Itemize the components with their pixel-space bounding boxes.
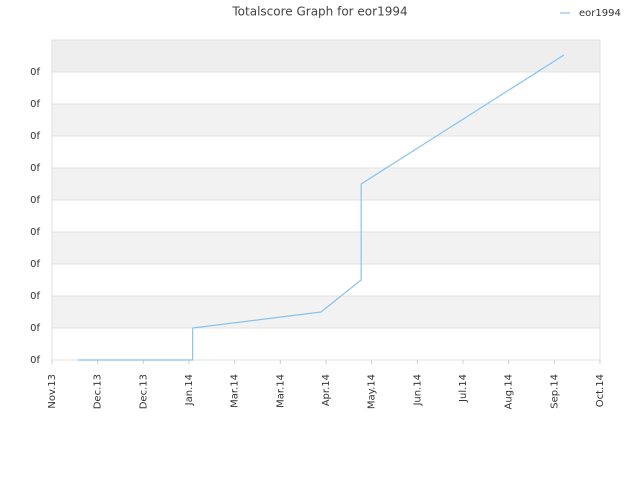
x-tick-label: Mar.14 bbox=[275, 374, 286, 408]
y-tick-label: 0f bbox=[30, 355, 40, 366]
x-tick-label: Jun.14 bbox=[412, 374, 423, 407]
x-tick-label: Mar.14 bbox=[230, 374, 241, 408]
x-tick-label: Aug.14 bbox=[504, 374, 515, 409]
x-tick-label: May.14 bbox=[367, 374, 378, 409]
plot-band bbox=[52, 168, 600, 200]
x-tick-label: Dec.13 bbox=[138, 374, 149, 409]
y-tick-label: 0f bbox=[30, 131, 40, 142]
y-tick-label: 0f bbox=[30, 323, 40, 334]
y-tick-label: 0f bbox=[30, 67, 40, 78]
y-tick-label: 0f bbox=[30, 227, 40, 238]
legend-label: eor1994 bbox=[579, 8, 621, 19]
plot-band bbox=[52, 40, 600, 72]
x-tick-label: Apr.14 bbox=[321, 374, 332, 406]
plot-band bbox=[52, 296, 600, 328]
data-line bbox=[78, 54, 565, 361]
y-tick-label: 0f bbox=[30, 259, 40, 270]
x-tick-label: Jul.14 bbox=[458, 374, 469, 403]
y-tick-label: 0f bbox=[30, 195, 40, 206]
x-tick-label: Sep.14 bbox=[549, 374, 560, 409]
y-tick-label: 0f bbox=[30, 291, 40, 302]
chart-title: Totalscore Graph for eor1994 bbox=[231, 5, 407, 19]
x-tick-label: Nov.13 bbox=[47, 374, 58, 409]
y-tick-label: 0f bbox=[30, 163, 40, 174]
x-tick-label: Oct.14 bbox=[595, 374, 606, 407]
y-tick-label: 0f bbox=[30, 99, 40, 110]
x-tick-label: Dec.13 bbox=[93, 374, 104, 409]
x-tick-label: Jan.14 bbox=[184, 374, 195, 406]
plot-band bbox=[52, 104, 600, 136]
plot-band bbox=[52, 232, 600, 264]
